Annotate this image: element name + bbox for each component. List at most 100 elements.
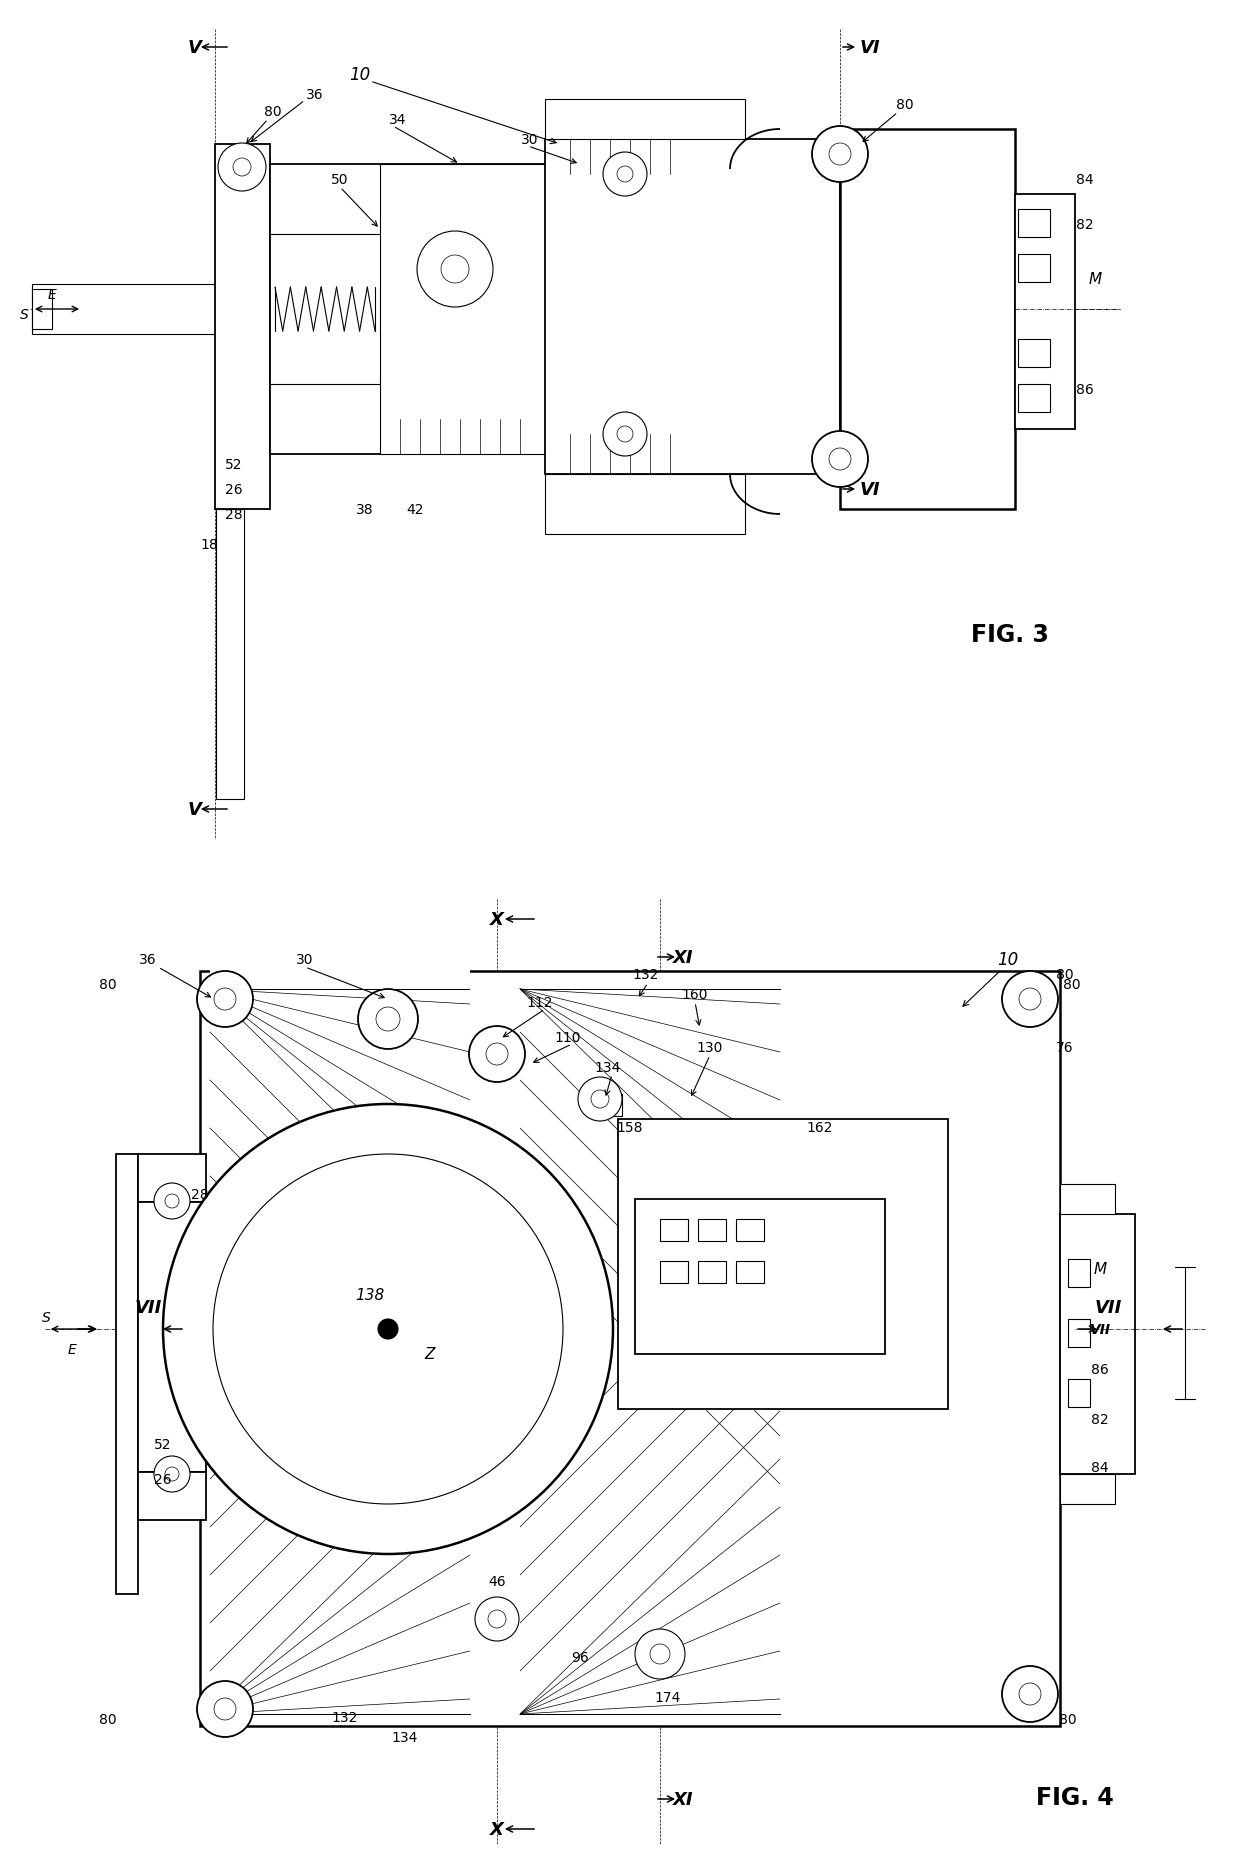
Text: 18: 18 [200,538,218,551]
Text: 96: 96 [572,1651,589,1664]
Circle shape [213,1154,563,1504]
Text: 10: 10 [350,67,371,83]
Bar [1060,1215,1135,1475]
Circle shape [812,126,868,184]
Text: Z: Z [425,1347,435,1362]
Bar [379,165,546,454]
Circle shape [376,1007,401,1031]
Bar [32,289,52,330]
Text: 138: 138 [356,1287,384,1302]
Circle shape [165,1195,179,1208]
Bar [737,1261,764,1284]
Text: 158: 158 [616,1120,644,1135]
Text: 28: 28 [191,1187,208,1202]
Bar [270,165,546,454]
Text: 80: 80 [1056,968,1074,981]
Circle shape [618,167,632,184]
Bar [210,970,470,989]
Text: 80: 80 [1063,978,1081,991]
Bar [138,1473,206,1521]
Text: 80: 80 [1059,1712,1076,1725]
Text: 26: 26 [154,1473,172,1486]
Circle shape [475,1597,520,1642]
Text: S: S [42,1310,51,1324]
Text: VI: VI [859,480,880,499]
Text: 28: 28 [224,508,243,521]
Circle shape [165,1467,179,1480]
Text: VI: VI [859,39,880,58]
Circle shape [215,1697,236,1720]
Text: 134: 134 [595,1061,621,1074]
Bar [839,130,1016,510]
Bar [635,1200,885,1354]
Bar [546,100,745,139]
Text: X: X [490,1820,503,1838]
Text: 52: 52 [224,458,243,471]
Text: 10: 10 [997,950,1018,968]
Text: 52: 52 [154,1438,172,1451]
Text: 84: 84 [1091,1460,1109,1475]
Circle shape [197,972,253,1028]
Circle shape [154,1183,190,1219]
Text: 42: 42 [407,503,424,518]
Circle shape [618,427,632,443]
Text: 82: 82 [1091,1412,1109,1426]
Bar [1068,1319,1090,1347]
Text: 84: 84 [1076,173,1094,187]
Text: 130: 130 [697,1041,723,1054]
Text: 132: 132 [332,1710,358,1723]
Text: 80: 80 [264,106,281,119]
Text: VII: VII [1090,1323,1111,1336]
Circle shape [441,256,469,284]
Text: 76: 76 [1056,1041,1074,1054]
Bar [1018,254,1050,282]
Text: 80: 80 [99,978,117,991]
Text: E: E [68,1343,77,1356]
Circle shape [603,152,647,197]
Bar [138,1154,206,1202]
Bar [1068,1260,1090,1287]
Bar [138,1202,206,1473]
Text: 30: 30 [296,952,314,966]
Bar [32,286,215,334]
Text: 134: 134 [392,1731,418,1744]
Circle shape [233,160,250,176]
Bar [1016,195,1075,430]
Circle shape [591,1091,609,1109]
Text: 80: 80 [99,1712,117,1725]
Circle shape [218,145,267,191]
Bar [546,475,745,534]
Circle shape [830,449,851,471]
Circle shape [1019,989,1042,1011]
Bar [698,1219,725,1241]
Bar [660,1261,688,1284]
Circle shape [215,989,236,1011]
Bar [698,1261,725,1284]
Circle shape [1002,1666,1058,1721]
Bar [1060,1183,1115,1215]
Text: 162: 162 [807,1120,833,1135]
Text: 30: 30 [521,134,538,147]
Text: 38: 38 [356,503,373,518]
Bar [1018,384,1050,414]
Circle shape [650,1644,670,1664]
Text: 86: 86 [1076,382,1094,397]
Text: XI: XI [672,1790,693,1809]
Text: 82: 82 [1076,217,1094,232]
Circle shape [417,232,494,308]
Text: 132: 132 [632,968,660,981]
Text: 26: 26 [224,482,243,497]
Circle shape [197,1681,253,1736]
Text: 46: 46 [489,1575,506,1588]
Text: V: V [188,39,202,58]
Circle shape [358,989,418,1050]
Text: 80: 80 [897,98,914,111]
Bar [216,510,244,800]
Circle shape [1002,972,1058,1028]
Text: S: S [20,308,29,321]
Bar [1060,1475,1115,1504]
Circle shape [812,432,868,488]
Bar [1018,339,1050,367]
Text: XI: XI [672,948,693,966]
Circle shape [830,145,851,165]
